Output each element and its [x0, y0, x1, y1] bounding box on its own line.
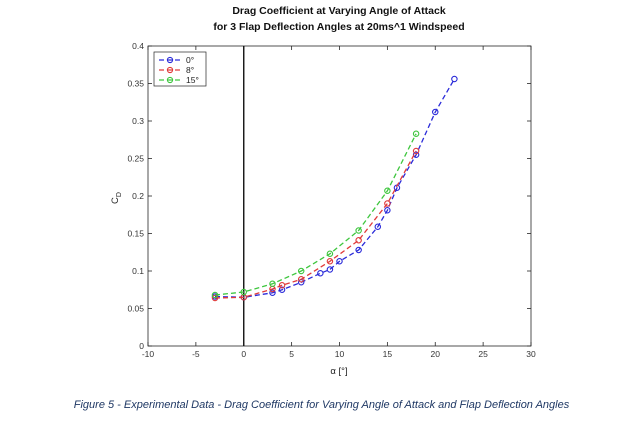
data-point — [211, 291, 219, 299]
data-point — [317, 269, 324, 277]
plot-area — [147, 45, 532, 347]
legend-entry-label: 0° — [186, 55, 194, 65]
legend-swatch-marker — [166, 76, 174, 84]
data-point — [355, 237, 362, 244]
data-point — [278, 286, 286, 293]
data-point — [269, 289, 276, 296]
x-tick-label: 10 — [335, 349, 345, 359]
data-point — [384, 207, 391, 214]
data-point — [451, 75, 458, 83]
data-point — [326, 250, 334, 258]
series-line-0 — [214, 78, 455, 298]
data-point — [336, 257, 343, 265]
x-axis-label: α [°] — [330, 366, 347, 377]
data-point — [374, 223, 382, 231]
data-point — [269, 280, 276, 287]
x-tick-label: 15 — [383, 349, 393, 359]
data-point — [431, 108, 439, 116]
data-point — [412, 147, 420, 155]
y-tick-label: 0.3 — [132, 116, 144, 126]
y-axis-label: CD — [110, 192, 123, 204]
y-tick-label: 0.15 — [127, 229, 144, 239]
data-point — [384, 200, 391, 207]
y-tick-label: 0.35 — [127, 79, 144, 89]
y-tick-label: 0 — [139, 341, 144, 351]
x-tick-label: 5 — [289, 349, 294, 359]
x-tick-label: -5 — [192, 349, 200, 359]
data-point — [326, 266, 334, 273]
data-point — [326, 257, 334, 265]
data-point — [384, 187, 391, 195]
y-tick-label: 0.4 — [132, 41, 144, 51]
y-tick-label: 0.05 — [127, 304, 144, 314]
data-point — [211, 294, 219, 302]
figure-caption: Figure 5 - Experimental Data - Drag Coef… — [73, 399, 570, 411]
x-tick-label: 25 — [478, 349, 488, 359]
data-point — [297, 267, 305, 275]
chart-title-line-1: Drag Coefficient at Varying Angle of Att… — [232, 5, 446, 17]
legend: 0°8°15° — [153, 51, 207, 87]
x-tick-label: 0 — [241, 349, 246, 359]
drag-coefficient-chart: Drag Coefficient at Varying Angle of Att… — [110, 5, 536, 377]
series-line-1 — [214, 150, 417, 299]
chart-title-line-2: for 3 Flap Deflection Angles at 20ms^1 W… — [213, 21, 464, 33]
legend-swatch-marker — [166, 56, 174, 64]
data-point — [297, 275, 305, 283]
series-line-2 — [214, 133, 417, 296]
data-point — [412, 130, 420, 138]
x-tick-label: -10 — [142, 349, 155, 359]
data-point — [278, 281, 286, 289]
legend-entry-label: 8° — [186, 65, 194, 75]
legend-entry-label: 15° — [186, 75, 199, 85]
data-point — [240, 288, 248, 296]
data-point — [355, 227, 362, 234]
legend-swatch-marker — [166, 66, 174, 74]
data-point — [355, 246, 362, 254]
y-tick-label: 0.2 — [132, 191, 144, 201]
y-tick-label: 0.25 — [127, 154, 144, 164]
x-tick-label: 30 — [526, 349, 536, 359]
x-tick-label: 20 — [431, 349, 441, 359]
y-tick-label: 0.1 — [132, 266, 144, 276]
